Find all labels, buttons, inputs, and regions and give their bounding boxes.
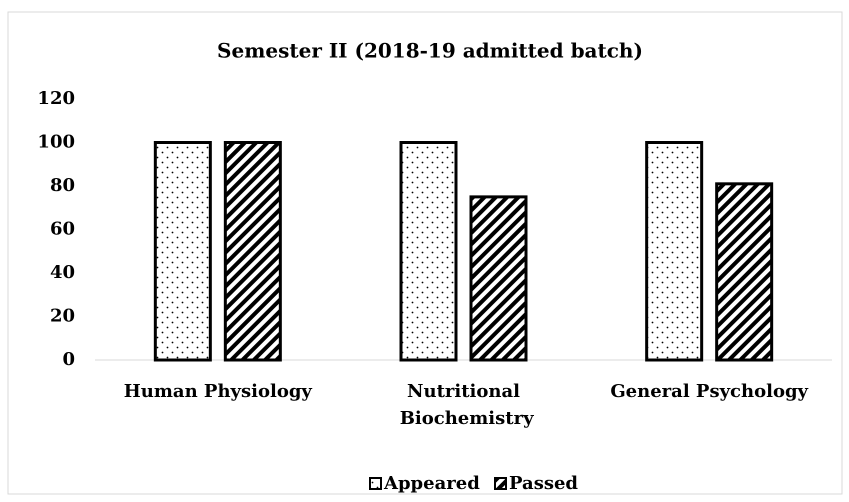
chart-title: Semester II (2018-19 admitted batch) [217, 39, 643, 63]
bar [645, 141, 704, 362]
legend-label: Passed [509, 473, 578, 494]
y-tick-label: 100 [37, 132, 75, 153]
y-tick-label: 20 [50, 306, 75, 327]
y-tick-label: 60 [50, 219, 75, 240]
bar [469, 195, 528, 362]
x-tick-label: Human Physiology [124, 381, 313, 402]
bar [715, 182, 774, 362]
y-tick-label: 120 [37, 88, 75, 109]
bar [223, 141, 282, 362]
x-tick-label: General Psychology [610, 381, 808, 402]
y-tick-label: 0 [62, 349, 75, 370]
y-tick-label: 40 [50, 262, 75, 283]
bar [399, 141, 458, 362]
legend-label: Appeared [383, 473, 480, 494]
y-tick-label: 80 [50, 175, 75, 196]
x-tick-label: Nutritional Biochemistry [393, 381, 534, 429]
legend-swatch [494, 477, 507, 490]
bar [153, 141, 212, 362]
legend-swatch [369, 477, 382, 490]
